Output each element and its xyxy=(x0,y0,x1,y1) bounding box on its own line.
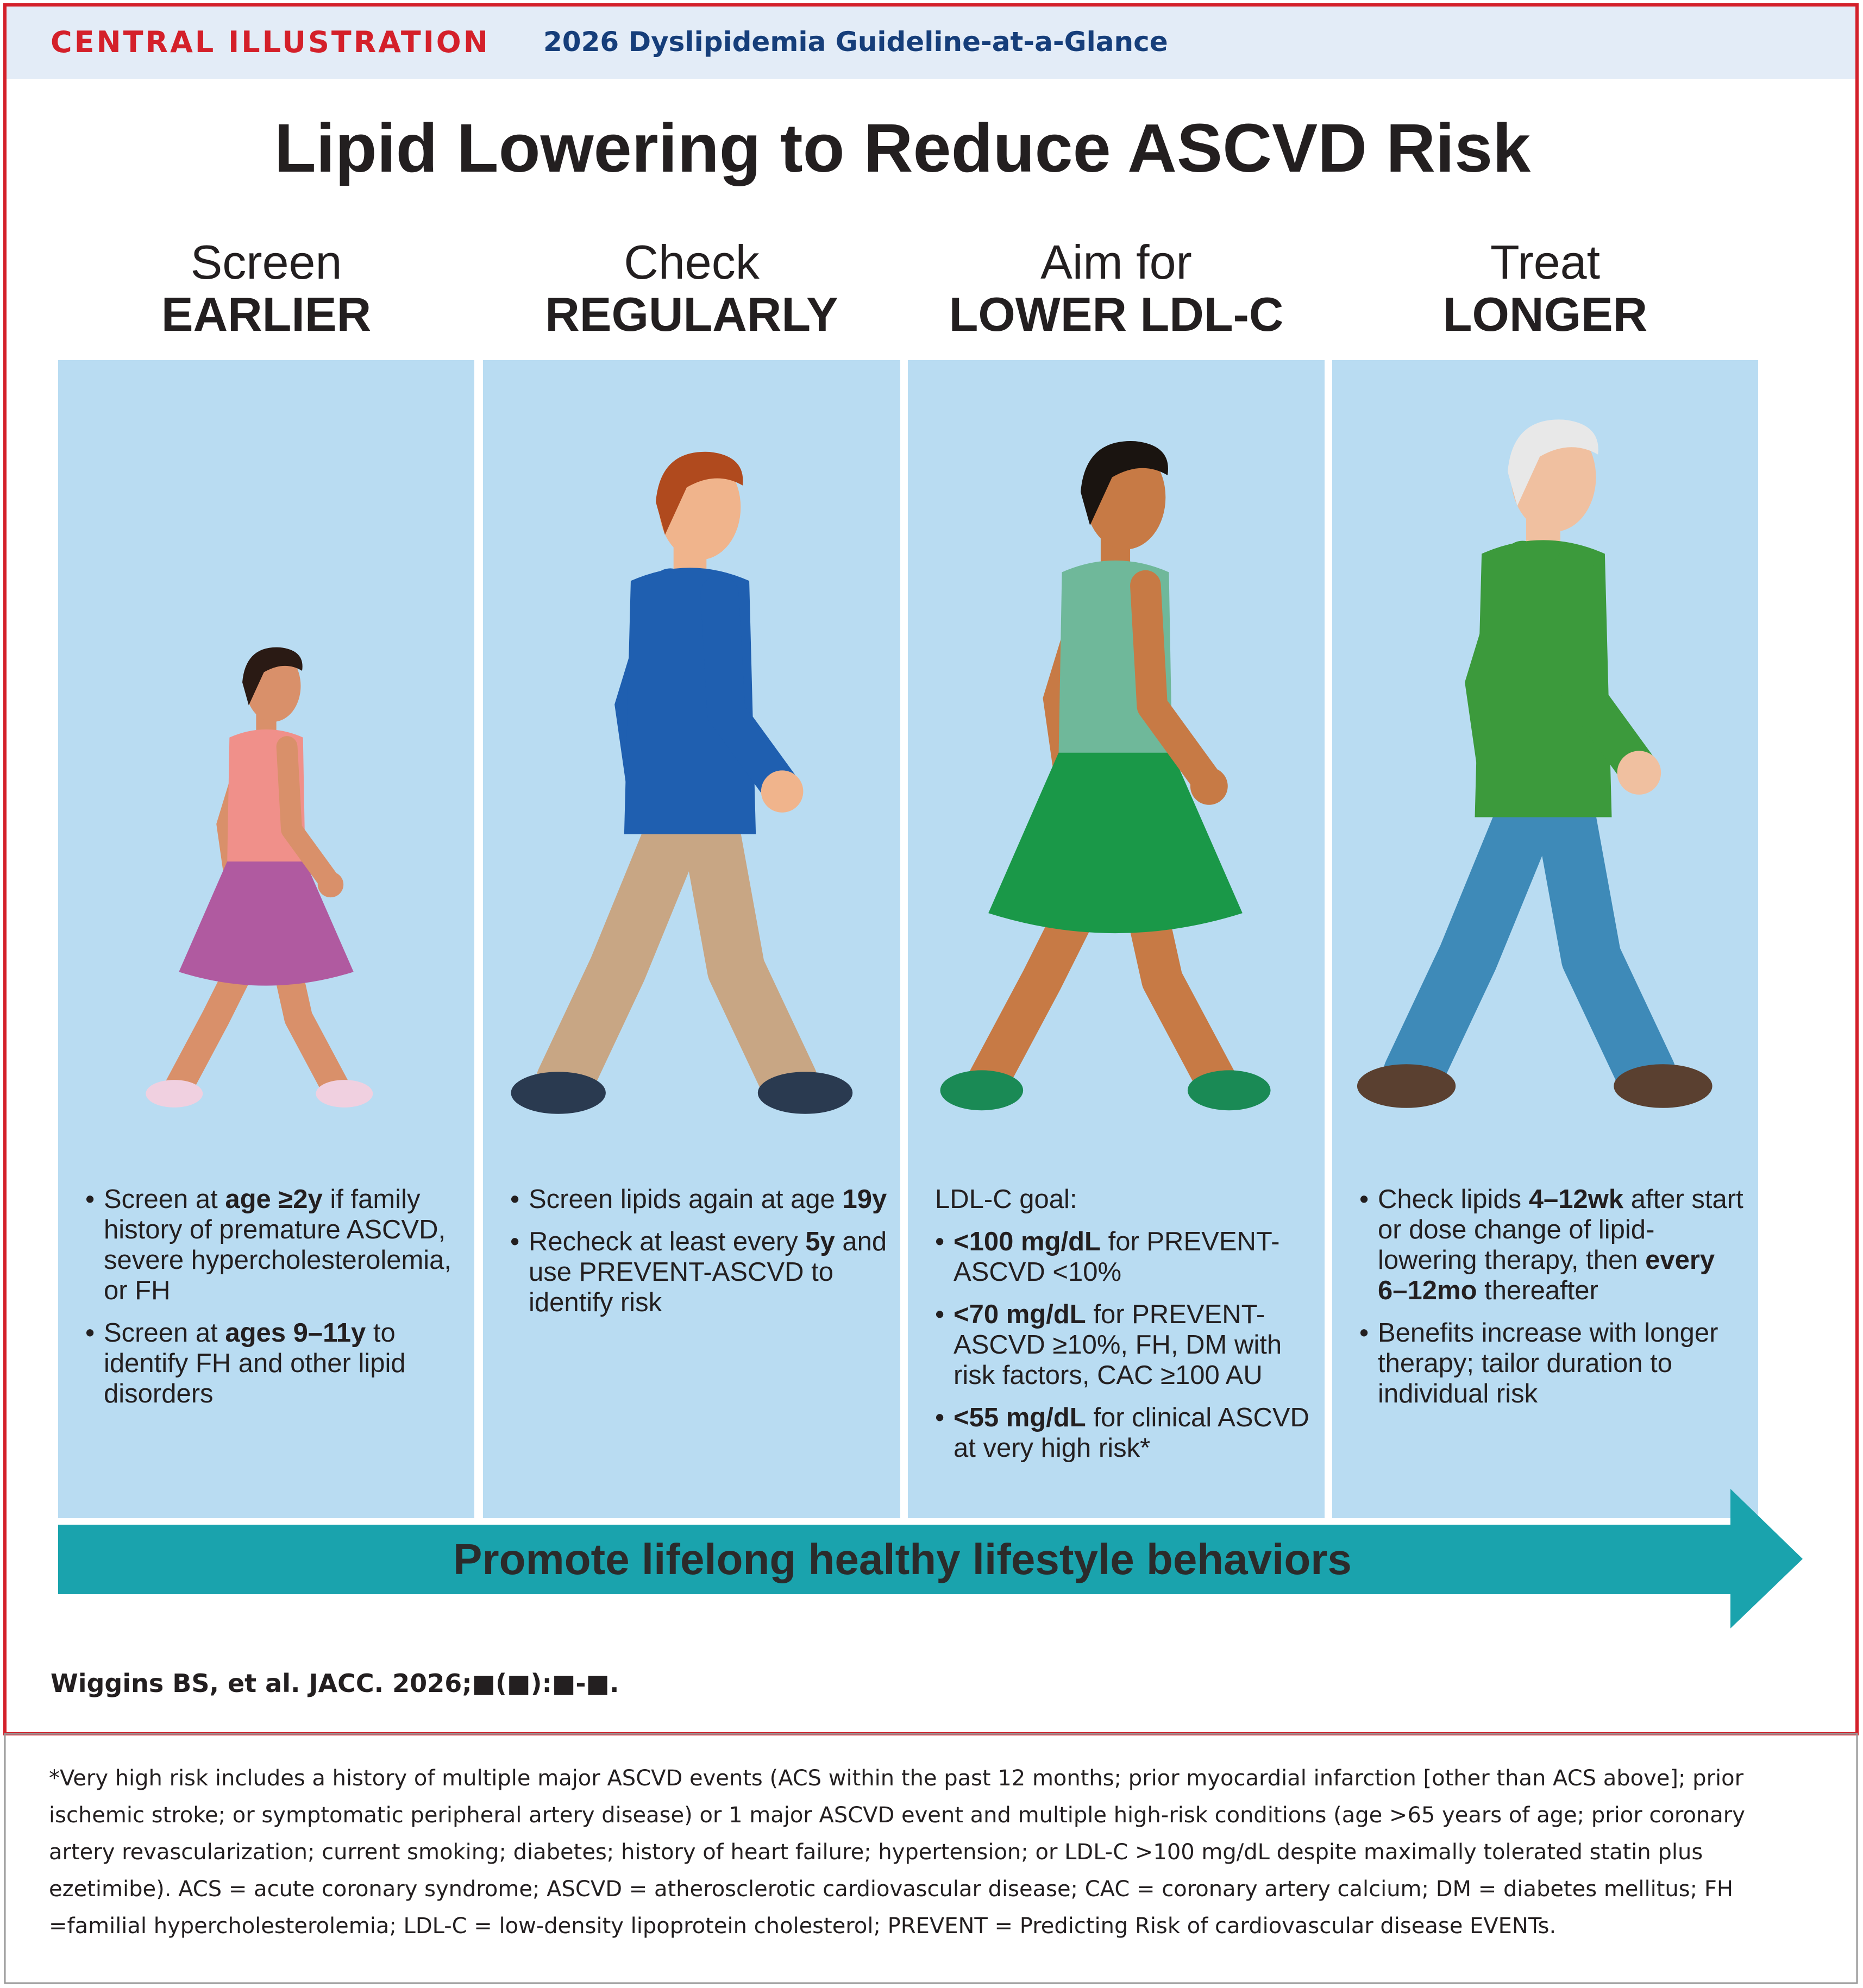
bullet: Recheck at least every 5y and use PREVEN… xyxy=(510,1226,890,1318)
bullet-run: for clinical ASCVD at very high risk* xyxy=(954,1403,1309,1463)
heading-verb: Screen xyxy=(190,235,342,289)
bullet-run: <100 mg/dL xyxy=(954,1227,1101,1256)
heading-emphasis: EARLIER xyxy=(161,287,372,341)
bullet-run: Screen lipids again at age xyxy=(529,1185,843,1214)
bullet-run: for PREVENT-ASCVD ≥10%, FH, DM with risk… xyxy=(954,1300,1282,1390)
footnote: *Very high risk includes a history of mu… xyxy=(49,1766,1745,1939)
bullet: <55 mg/dL for clinical ASCVD at very hig… xyxy=(935,1402,1315,1463)
bullet: Check lipids 4–12wk after start or dose … xyxy=(1359,1184,1748,1306)
heading-emphasis: LONGER xyxy=(1442,287,1648,341)
column-heading: Check REGULARLY xyxy=(429,236,955,341)
header-subtitle: 2026 Dyslipidemia Guideline-at-a-Glance xyxy=(543,26,1168,58)
bullet-run: Check lipids xyxy=(1378,1185,1529,1214)
column-heading: Aim for LOWER LDL-C xyxy=(854,236,1379,341)
bullet-run: ages 9–11y xyxy=(225,1318,366,1348)
column-heading: Screen EARLIER xyxy=(4,236,529,341)
bullet-run: 5y xyxy=(805,1227,835,1256)
bullet: Screen at age ≥2y if family history of p… xyxy=(85,1184,465,1306)
bullet-run: to identify FH and other lipid disorders xyxy=(104,1318,406,1408)
bullet-run: <55 mg/dL xyxy=(954,1403,1086,1432)
heading-emphasis: LOWER LDL-C xyxy=(949,287,1284,341)
bullet-run: Screen at xyxy=(104,1185,225,1214)
heading-emphasis: REGULARLY xyxy=(545,287,838,341)
heading-verb: Aim for xyxy=(1040,235,1192,289)
bullet-run: age ≥2y xyxy=(225,1185,323,1214)
column-text: LDL-C goal: <100 mg/dL for PREVENT-ASCVD … xyxy=(935,1184,1315,1475)
bullet-run: thereafter xyxy=(1477,1276,1598,1305)
bullet-run: 4–12wk xyxy=(1528,1185,1624,1214)
bullet: Benefits increase with longer therapy; t… xyxy=(1359,1318,1748,1409)
bullet: Screen lipids again at age 19y xyxy=(510,1184,890,1215)
heading-verb: Check xyxy=(624,235,760,289)
title: Lipid Lowering to Reduce ASCVD Risk xyxy=(274,110,1531,186)
bullet-run: every 6–12mo xyxy=(1378,1245,1715,1305)
heading-verb: Treat xyxy=(1490,235,1601,289)
bullet-run: for PREVENT-ASCVD <10% xyxy=(954,1227,1280,1287)
footnote-frame xyxy=(4,1733,1858,1984)
bullet-run: and use PREVENT-ASCVD to identify risk xyxy=(529,1227,887,1317)
bullet-run: <70 mg/dL xyxy=(954,1300,1086,1329)
bullet: Screen at ages 9–11y to identify FH and … xyxy=(85,1318,465,1409)
bullet-run: 19y xyxy=(842,1185,887,1214)
intro: LDL-C goal: xyxy=(935,1185,1077,1214)
column-text: Screen at age ≥2y if family history of p… xyxy=(85,1184,465,1421)
bullet: <100 mg/dL for PREVENT-ASCVD <10% xyxy=(935,1226,1315,1287)
banner-text: Promote lifelong healthy lifestyle behav… xyxy=(453,1535,1352,1583)
bullet-run: Screen at xyxy=(104,1318,225,1348)
header-band xyxy=(5,5,1857,79)
bullet-run: after start or dose change of lipid-lowe… xyxy=(1378,1185,1743,1275)
arrow-banner xyxy=(58,1489,1803,1628)
column-heading: Treat LONGER xyxy=(1278,236,1812,341)
citation: Wiggins BS, et al. JACC. 2026;■(■):■-■. xyxy=(51,1669,619,1698)
column-text: Screen lipids again at age 19y Recheck at… xyxy=(510,1184,890,1330)
column-text: Check lipids 4–12wk after start or dose … xyxy=(1359,1184,1748,1421)
bullet-run: if family history of premature ASCVD, se… xyxy=(104,1185,452,1305)
bullet: <70 mg/dL for PREVENT-ASCVD ≥10%, FH, DM… xyxy=(935,1299,1315,1391)
bullet-run: Benefits increase with longer therapy; t… xyxy=(1378,1318,1718,1408)
bullet-run: Recheck at least every xyxy=(529,1227,806,1256)
header-label: CENTRAL ILLUSTRATION xyxy=(51,25,490,59)
